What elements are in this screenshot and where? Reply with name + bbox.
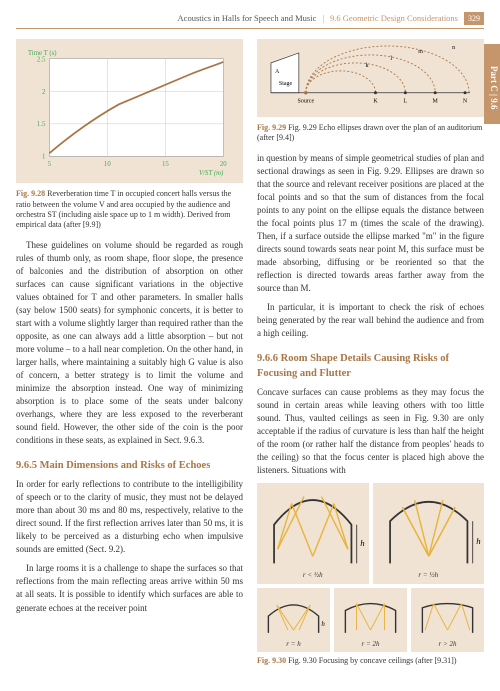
chart-928: Time T (s) 1 <box>16 39 243 183</box>
para-1: These guidelines on volume should be reg… <box>16 239 243 448</box>
svg-text:1.5: 1.5 <box>37 121 46 128</box>
section-966: 9.6.6 Room Shape Details Causing Risks o… <box>257 352 484 381</box>
fig930-cell-1: h r < ½h <box>257 483 369 584</box>
fig930-caption: Fig. 9.30 Fig. 9.30 Focusing by concave … <box>257 656 484 666</box>
fig929-caption: Fig. 9.29 Fig. 9.29 Echo ellipses drawn … <box>257 123 484 144</box>
header-section: 9.6 Geometric Design Considerations <box>330 13 458 25</box>
svg-text:Source: Source <box>298 99 315 105</box>
section-965: 9.6.5 Main Dimensions and Risks of Echoe… <box>16 459 243 474</box>
side-tab: Part C | 9.6 <box>484 44 500 124</box>
svg-text:A: A <box>275 69 280 75</box>
fig930-row1: h r < ½h h <box>257 483 484 584</box>
svg-text:15: 15 <box>162 161 169 168</box>
svg-text:5: 5 <box>48 161 52 168</box>
right-column: A Stage <box>257 39 484 675</box>
left-column: Time T (s) 1 <box>16 39 243 675</box>
svg-text:m: m <box>418 49 423 55</box>
svg-text:V/ST (m): V/ST (m) <box>199 170 224 177</box>
header-page: 329 <box>464 12 484 25</box>
svg-text:h: h <box>360 538 365 548</box>
svg-text:1: 1 <box>42 154 45 161</box>
fig930-cell-2: h r = ½h <box>373 483 485 584</box>
fig928-caption: Fig. 9.28 Reverberation time T in occupi… <box>16 189 243 231</box>
para-5: In particular, it is important to check … <box>257 301 484 340</box>
svg-text:2.5: 2.5 <box>37 57 46 64</box>
para-4: in question by means of simple geometric… <box>257 152 484 296</box>
para-6: Concave surfaces can cause problems as t… <box>257 386 484 477</box>
svg-text:n: n <box>452 45 455 51</box>
fig930-row2: h r = h r = 2h <box>257 588 484 652</box>
page-header: Acoustics in Halls for Speech and Music … <box>16 12 484 29</box>
fig930-cell-3: h r = h <box>257 588 330 652</box>
fig-929: A Stage <box>257 39 484 117</box>
svg-text:Stage: Stage <box>279 81 293 87</box>
para-3: In large rooms it is a challenge to shap… <box>16 562 243 614</box>
svg-text:10: 10 <box>104 161 111 168</box>
svg-text:k: k <box>366 63 369 69</box>
fig930-cell-5: r > 2h <box>411 588 484 652</box>
fig930-cell-4: r = 2h <box>334 588 407 652</box>
svg-text:2: 2 <box>42 89 46 96</box>
svg-text:20: 20 <box>220 161 227 168</box>
header-title: Acoustics in Halls for Speech and Music <box>178 13 317 25</box>
svg-text:h: h <box>476 536 481 546</box>
svg-text:L: L <box>404 99 408 105</box>
para-2: In order for early reflections to contri… <box>16 478 243 556</box>
svg-text:K: K <box>373 99 378 105</box>
svg-text:M: M <box>433 99 439 105</box>
svg-text:N: N <box>463 99 468 105</box>
